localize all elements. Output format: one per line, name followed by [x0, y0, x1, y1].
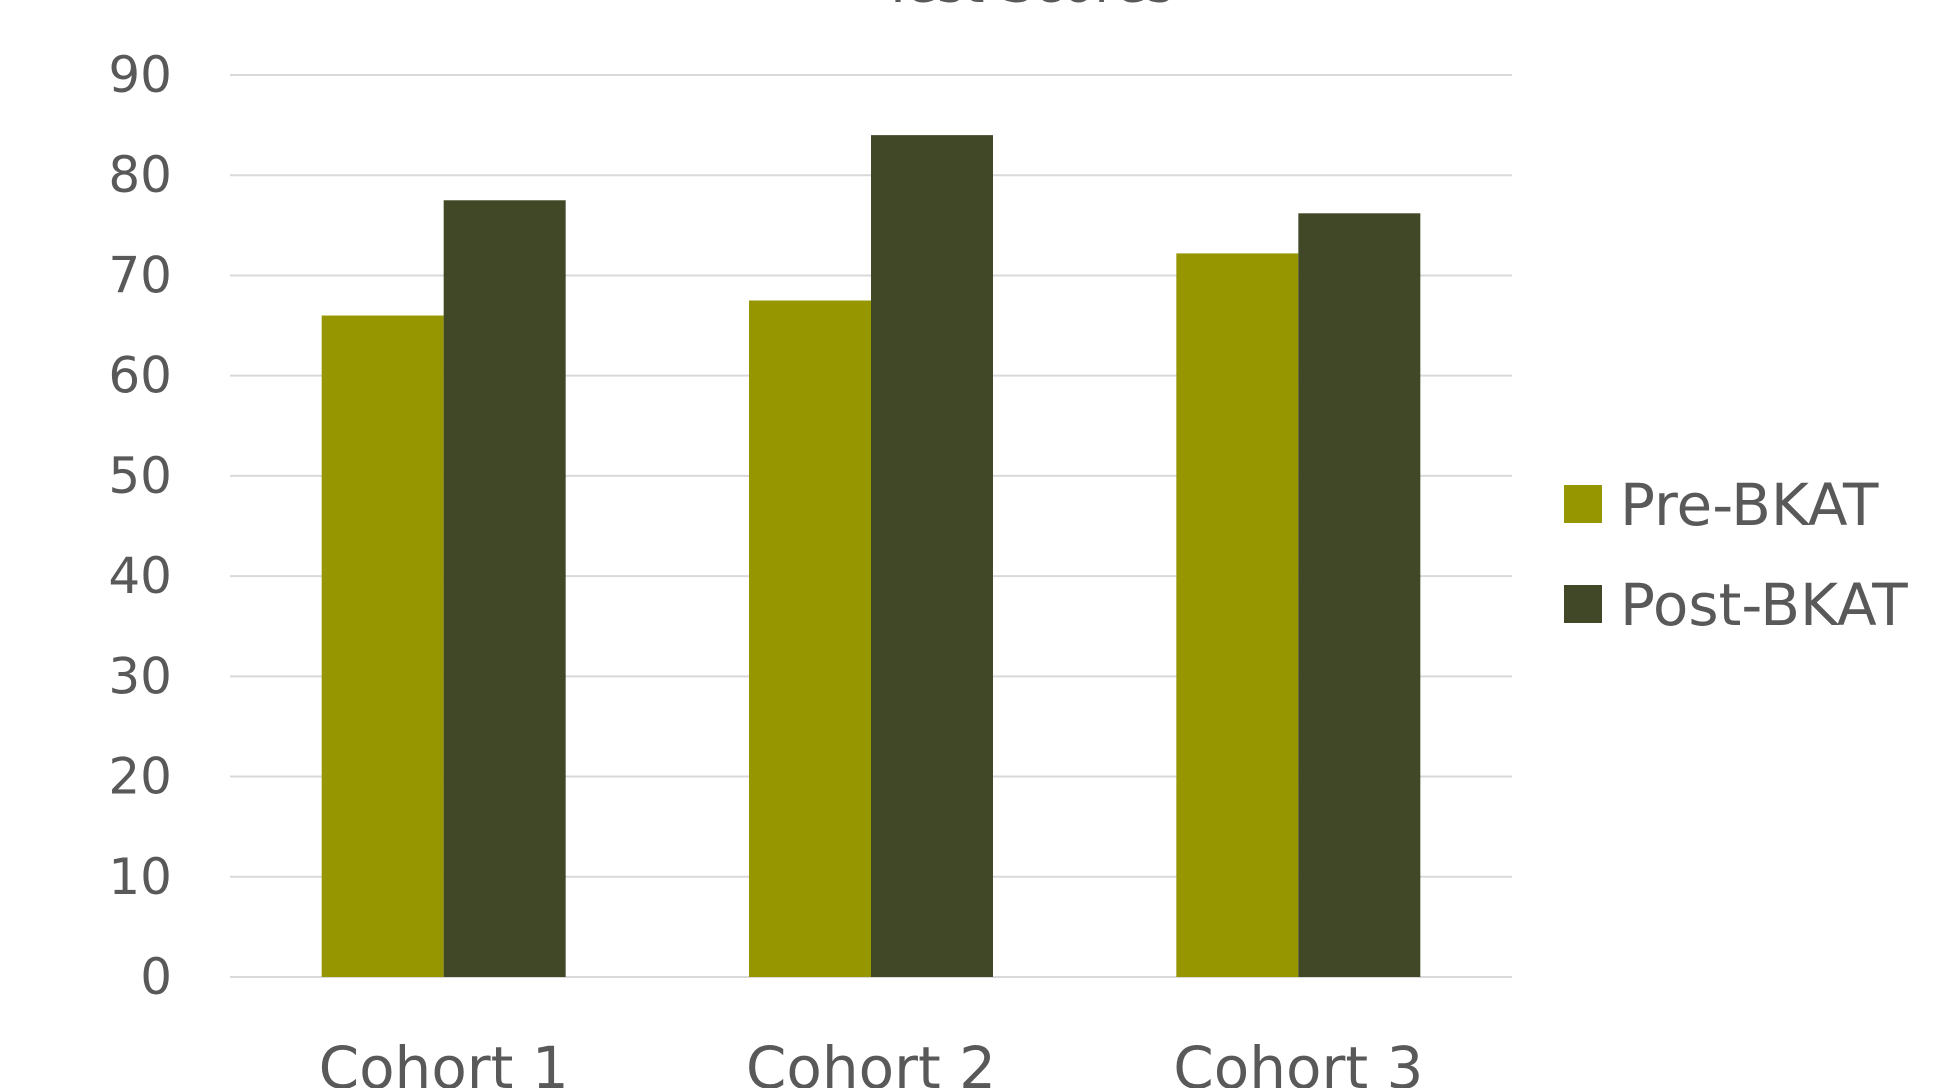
legend-label: Pre-BKAT [1620, 471, 1879, 539]
y-tick-label: 20 [108, 748, 172, 806]
x-category-label: Cohort 2 [746, 1034, 996, 1088]
bar-pre-bkat-2 [749, 300, 871, 977]
legend: Pre-BKAT Post-BKAT [1564, 471, 1908, 639]
x-category-label: Cohort 1 [319, 1034, 569, 1088]
bar-pre-bkat-3 [1176, 253, 1299, 977]
x-category-label: Cohort 3 [1173, 1034, 1423, 1088]
y-tick-label: 40 [108, 547, 172, 605]
bar-post-bkat-2 [871, 135, 993, 978]
bar-post-bkat-3 [1298, 213, 1421, 978]
y-tick-label: 90 [108, 46, 172, 104]
y-tick-label: 60 [108, 347, 172, 405]
legend-label: Post-BKAT [1620, 571, 1908, 639]
bar-pre-bkat-1 [321, 315, 444, 977]
legend-swatch [1564, 485, 1602, 523]
x-axis-category-labels: Cohort 1 Cohort 2 Cohort 3 [319, 1034, 1424, 1088]
y-tick-label: 10 [108, 848, 172, 906]
chart-title: Test Scores [881, 0, 1174, 15]
legend-swatch [1564, 585, 1602, 623]
y-tick-label: 80 [108, 146, 172, 204]
y-tick-label: 50 [108, 447, 172, 505]
bars [321, 135, 1421, 978]
y-axis-tick-labels: 0 10 20 30 40 50 60 70 80 90 [108, 46, 172, 1006]
y-tick-label: 30 [108, 647, 172, 705]
y-tick-label: 70 [108, 246, 172, 304]
bar-post-bkat-1 [443, 200, 566, 977]
y-tick-label: 0 [140, 948, 172, 1006]
